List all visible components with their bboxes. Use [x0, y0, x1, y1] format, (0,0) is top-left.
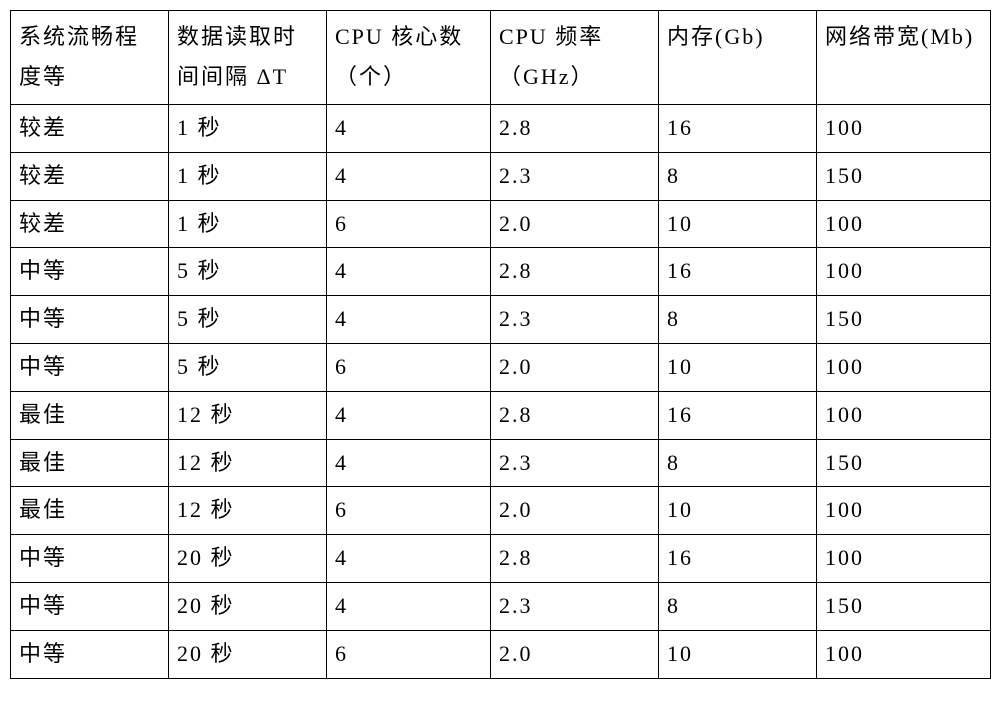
- cell-interval: 20 秒: [169, 630, 327, 678]
- cell-fluency: 最佳: [11, 487, 169, 535]
- cell-bandwidth: 100: [817, 535, 991, 583]
- cell-cpu-cores: 4: [327, 439, 491, 487]
- cell-cpu-cores: 6: [327, 630, 491, 678]
- col-header-cpu-cores: CPU 核心数（个）: [327, 11, 491, 105]
- cell-interval: 5 秒: [169, 296, 327, 344]
- system-performance-table: 系统流畅程度等 数据读取时间间隔 ΔT CPU 核心数（个） CPU 频率（GH…: [10, 10, 991, 679]
- cell-fluency: 较差: [11, 200, 169, 248]
- cell-cpu-cores: 4: [327, 152, 491, 200]
- cell-cpu-cores: 4: [327, 296, 491, 344]
- cell-fluency: 中等: [11, 535, 169, 583]
- cell-cpu-cores: 4: [327, 105, 491, 153]
- cell-fluency: 中等: [11, 296, 169, 344]
- cell-memory: 8: [659, 582, 817, 630]
- cell-bandwidth: 100: [817, 343, 991, 391]
- cell-fluency: 较差: [11, 152, 169, 200]
- cell-interval: 20 秒: [169, 582, 327, 630]
- col-header-fluency: 系统流畅程度等: [11, 11, 169, 105]
- cell-interval: 1 秒: [169, 105, 327, 153]
- table-row: 中等 20 秒 6 2.0 10 100: [11, 630, 991, 678]
- cell-bandwidth: 150: [817, 296, 991, 344]
- col-header-bandwidth: 网络带宽(Mb): [817, 11, 991, 105]
- cell-interval: 12 秒: [169, 487, 327, 535]
- cell-fluency: 中等: [11, 343, 169, 391]
- cell-cpu-cores: 4: [327, 582, 491, 630]
- table-row: 中等 5 秒 4 2.3 8 150: [11, 296, 991, 344]
- cell-fluency: 最佳: [11, 391, 169, 439]
- cell-bandwidth: 150: [817, 152, 991, 200]
- cell-cpu-freq: 2.0: [491, 343, 659, 391]
- cell-cpu-freq: 2.0: [491, 487, 659, 535]
- cell-memory: 10: [659, 343, 817, 391]
- table-row: 最佳 12 秒 4 2.8 16 100: [11, 391, 991, 439]
- cell-interval: 1 秒: [169, 200, 327, 248]
- cell-cpu-cores: 4: [327, 248, 491, 296]
- table-body: 较差 1 秒 4 2.8 16 100 较差 1 秒 4 2.3 8 150 较…: [11, 105, 991, 679]
- cell-memory: 16: [659, 105, 817, 153]
- col-header-interval: 数据读取时间间隔 ΔT: [169, 11, 327, 105]
- cell-memory: 8: [659, 296, 817, 344]
- cell-interval: 12 秒: [169, 439, 327, 487]
- cell-cpu-freq: 2.0: [491, 630, 659, 678]
- cell-cpu-freq: 2.3: [491, 582, 659, 630]
- cell-cpu-cores: 6: [327, 343, 491, 391]
- table-row: 最佳 12 秒 6 2.0 10 100: [11, 487, 991, 535]
- cell-memory: 16: [659, 391, 817, 439]
- cell-cpu-freq: 2.8: [491, 105, 659, 153]
- cell-fluency: 中等: [11, 582, 169, 630]
- cell-cpu-freq: 2.3: [491, 152, 659, 200]
- table-row: 较差 1 秒 4 2.8 16 100: [11, 105, 991, 153]
- table-row: 中等 5 秒 6 2.0 10 100: [11, 343, 991, 391]
- cell-memory: 10: [659, 630, 817, 678]
- cell-bandwidth: 100: [817, 391, 991, 439]
- cell-bandwidth: 100: [817, 630, 991, 678]
- col-header-cpu-freq: CPU 频率（GHz）: [491, 11, 659, 105]
- cell-cpu-cores: 6: [327, 200, 491, 248]
- cell-cpu-freq: 2.0: [491, 200, 659, 248]
- table-header-row: 系统流畅程度等 数据读取时间间隔 ΔT CPU 核心数（个） CPU 频率（GH…: [11, 11, 991, 105]
- cell-bandwidth: 150: [817, 439, 991, 487]
- cell-cpu-freq: 2.3: [491, 439, 659, 487]
- cell-bandwidth: 100: [817, 105, 991, 153]
- cell-cpu-freq: 2.8: [491, 248, 659, 296]
- cell-bandwidth: 100: [817, 487, 991, 535]
- table-row: 较差 1 秒 6 2.0 10 100: [11, 200, 991, 248]
- cell-cpu-freq: 2.8: [491, 535, 659, 583]
- cell-interval: 5 秒: [169, 248, 327, 296]
- cell-memory: 10: [659, 200, 817, 248]
- cell-bandwidth: 100: [817, 248, 991, 296]
- cell-interval: 20 秒: [169, 535, 327, 583]
- table-row: 较差 1 秒 4 2.3 8 150: [11, 152, 991, 200]
- cell-interval: 5 秒: [169, 343, 327, 391]
- cell-memory: 8: [659, 152, 817, 200]
- cell-fluency: 中等: [11, 248, 169, 296]
- cell-memory: 8: [659, 439, 817, 487]
- cell-bandwidth: 150: [817, 582, 991, 630]
- table-row: 中等 20 秒 4 2.8 16 100: [11, 535, 991, 583]
- table-row: 最佳 12 秒 4 2.3 8 150: [11, 439, 991, 487]
- cell-cpu-cores: 4: [327, 391, 491, 439]
- cell-fluency: 最佳: [11, 439, 169, 487]
- table-row: 中等 20 秒 4 2.3 8 150: [11, 582, 991, 630]
- cell-bandwidth: 100: [817, 200, 991, 248]
- cell-fluency: 较差: [11, 105, 169, 153]
- cell-interval: 12 秒: [169, 391, 327, 439]
- cell-cpu-freq: 2.3: [491, 296, 659, 344]
- cell-cpu-cores: 4: [327, 535, 491, 583]
- cell-interval: 1 秒: [169, 152, 327, 200]
- cell-cpu-cores: 6: [327, 487, 491, 535]
- cell-memory: 16: [659, 248, 817, 296]
- cell-cpu-freq: 2.8: [491, 391, 659, 439]
- table-row: 中等 5 秒 4 2.8 16 100: [11, 248, 991, 296]
- col-header-memory: 内存(Gb): [659, 11, 817, 105]
- cell-fluency: 中等: [11, 630, 169, 678]
- cell-memory: 10: [659, 487, 817, 535]
- cell-memory: 16: [659, 535, 817, 583]
